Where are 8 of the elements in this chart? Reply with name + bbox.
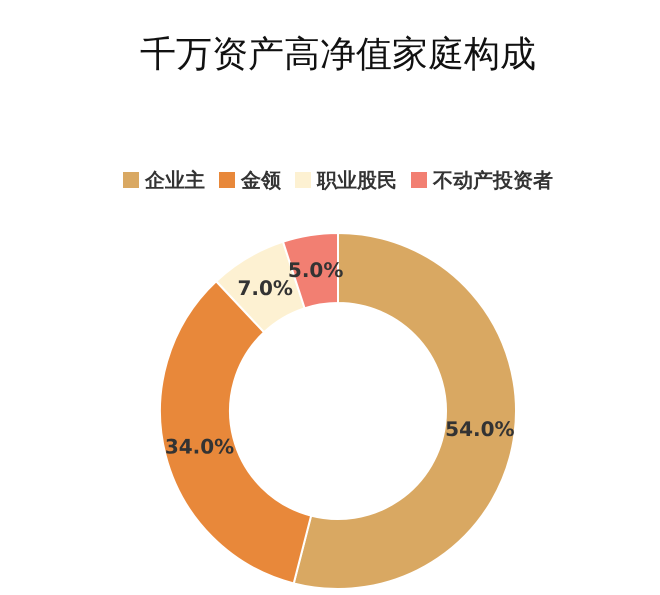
legend-label: 不动产投资者 — [432, 168, 553, 192]
data-label: 7.0% — [237, 276, 293, 300]
legend-label: 职业股民 — [316, 168, 397, 192]
legend-label: 企业主 — [144, 168, 205, 192]
data-label: 34.0% — [164, 434, 234, 459]
chart-title: 千万资产高净值家庭构成 — [140, 34, 536, 75]
data-label: 54.0% — [445, 416, 515, 441]
legend-label: 金领 — [240, 168, 282, 192]
